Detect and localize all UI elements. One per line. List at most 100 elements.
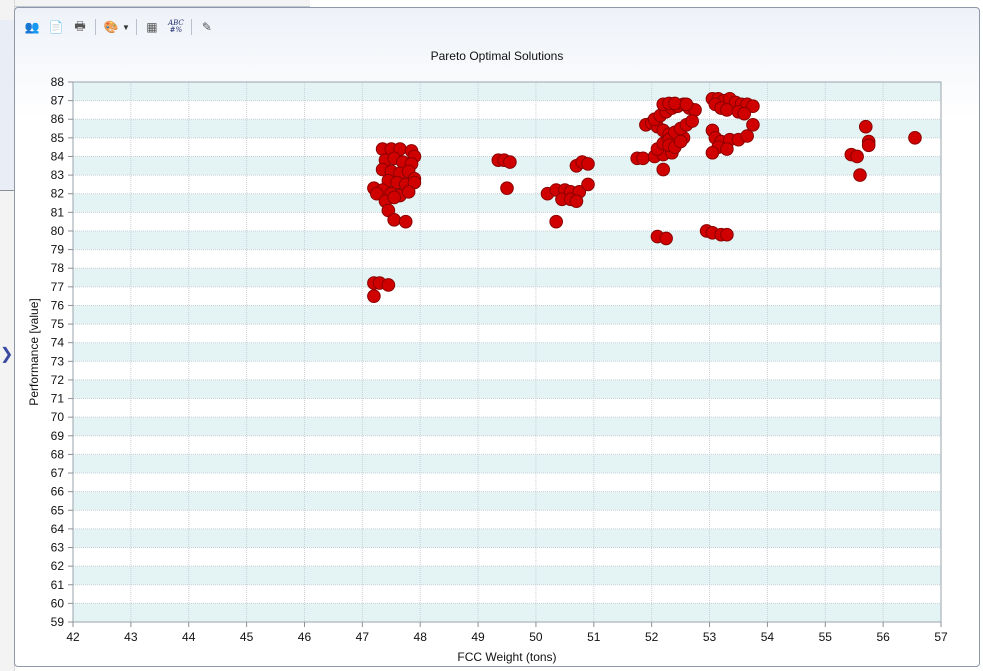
x-tick-label: 52 xyxy=(645,630,659,644)
chart-properties-icon[interactable]: ▦ xyxy=(146,20,158,34)
x-tick-label: 54 xyxy=(761,630,775,644)
y-tick-label: 60 xyxy=(51,596,65,610)
data-point xyxy=(908,131,922,145)
y-tick-label: 88 xyxy=(51,75,65,89)
plot-band xyxy=(73,268,941,287)
x-tick-label: 47 xyxy=(356,630,370,644)
y-tick-label: 72 xyxy=(51,373,65,387)
y-tick-label: 79 xyxy=(51,243,65,257)
data-point xyxy=(858,119,873,134)
background-panel xyxy=(0,20,14,191)
y-tick-label: 70 xyxy=(51,410,65,424)
y-axis-label: Performance [value] xyxy=(27,298,41,405)
chevron-down-icon[interactable]: ▼ xyxy=(122,22,130,32)
y-tick-label: 82 xyxy=(51,187,65,201)
data-point xyxy=(398,214,413,229)
data-point xyxy=(503,155,517,169)
chart-title: Pareto Optimal Solutions xyxy=(430,49,564,63)
y-tick-label: 81 xyxy=(51,205,65,219)
data-point xyxy=(387,212,401,227)
plot-band xyxy=(73,528,941,548)
y-tick-label: 73 xyxy=(51,354,65,368)
y-tick-label: 64 xyxy=(51,522,65,536)
plot-band xyxy=(73,305,941,325)
data-point xyxy=(659,231,673,246)
data-point xyxy=(720,142,734,156)
data-point xyxy=(746,118,760,132)
plot-band xyxy=(73,342,941,362)
y-tick-label: 85 xyxy=(51,131,65,145)
data-point xyxy=(720,103,734,117)
x-tick-label: 50 xyxy=(529,630,543,644)
x-axis-ticks: 42 43 44 45 46 47 48 49 50 51 52 53 54 55 56 57 xyxy=(66,622,948,644)
y-tick-label: 75 xyxy=(51,317,65,331)
x-tick-label: 46 xyxy=(298,630,312,644)
palette-icon[interactable]: 🎨 xyxy=(103,20,119,34)
data-point xyxy=(500,181,514,195)
number-format-icon[interactable]: ABC #% xyxy=(168,19,184,34)
data-point xyxy=(746,99,760,114)
data-point xyxy=(549,214,563,229)
y-tick-label: 83 xyxy=(51,168,65,182)
y-tick-label: 66 xyxy=(51,485,65,499)
data-point xyxy=(367,289,381,303)
y-tick-label: 65 xyxy=(51,503,65,517)
x-tick-label: 57 xyxy=(934,630,948,644)
x-tick-label: 42 xyxy=(66,630,80,644)
x-axis-label: FCC Weight (tons) xyxy=(457,650,556,664)
data-point xyxy=(387,190,401,205)
plot-frame xyxy=(72,81,942,623)
x-tick-label: 43 xyxy=(124,630,138,644)
y-tick-label: 86 xyxy=(51,112,65,126)
x-tick-label: 51 xyxy=(587,630,601,644)
x-tick-label: 48 xyxy=(414,630,428,644)
data-point xyxy=(673,134,688,149)
y-tick-label: 80 xyxy=(51,224,65,238)
print-icon[interactable]: 🖶 xyxy=(74,18,86,33)
data-point xyxy=(850,149,864,164)
y-tick-label: 68 xyxy=(51,447,65,461)
data-point xyxy=(720,227,734,242)
data-point xyxy=(853,168,867,182)
data-point xyxy=(656,162,671,177)
y-axis-ticks: 59 60 61 62 63 64 65 66 67 68 69 70 71 72 73 74 75 76 77 78… xyxy=(51,75,73,629)
expand-arrow-icon[interactable]: ❯ xyxy=(0,346,14,363)
x-tick-label: 49 xyxy=(471,630,485,644)
y-tick-label: 69 xyxy=(51,429,65,443)
y-tick-label: 61 xyxy=(51,578,65,592)
y-tick-label: 77 xyxy=(51,280,65,294)
copy-icon[interactable]: 📄 xyxy=(48,20,64,34)
y-tick-label: 87 xyxy=(51,94,65,108)
y-tick-label: 74 xyxy=(51,336,65,350)
toolbar-separator xyxy=(190,19,192,35)
plot-band xyxy=(73,193,941,213)
y-tick-label: 78 xyxy=(51,261,65,275)
x-tick-label: 55 xyxy=(819,630,833,644)
toolbar-separator xyxy=(135,19,137,35)
data-point xyxy=(668,96,682,111)
x-tick-label: 53 xyxy=(703,630,717,644)
data-point xyxy=(636,151,650,166)
y-tick-label: 71 xyxy=(51,392,65,406)
plot-band xyxy=(73,119,941,138)
data-point xyxy=(740,129,754,143)
plot-band xyxy=(73,454,941,474)
data-point xyxy=(861,138,876,153)
plot-band xyxy=(73,491,941,511)
data-point xyxy=(705,145,720,160)
data-point xyxy=(679,97,694,112)
users-icon[interactable]: 👥 xyxy=(24,20,40,34)
toolbar-separator xyxy=(95,19,96,35)
x-tick-label: 44 xyxy=(182,630,196,644)
y-tick-label: 59 xyxy=(51,615,65,629)
data-point xyxy=(569,194,584,208)
plot-bands xyxy=(73,82,941,622)
magic-wand-icon[interactable]: ✎ xyxy=(201,20,212,34)
data-point xyxy=(370,186,384,201)
plot-band xyxy=(73,230,941,250)
y-tick-label: 67 xyxy=(51,466,65,480)
background-strip xyxy=(0,0,310,7)
plot-band xyxy=(73,417,941,436)
data-point xyxy=(737,106,752,121)
